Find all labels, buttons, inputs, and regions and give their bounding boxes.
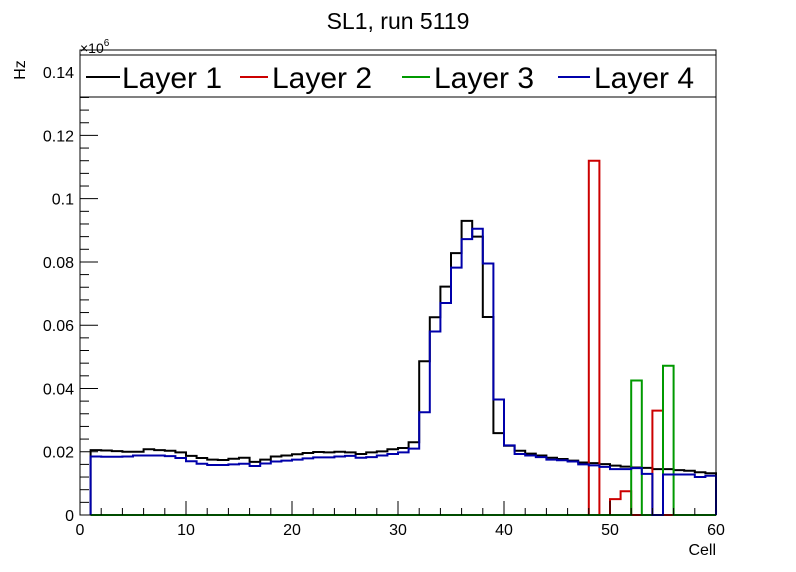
exponent-power: 6 [104,38,110,49]
y-axis-label: Hz [12,60,29,80]
x-tick-label: 30 [389,522,407,539]
x-tick-label: 0 [76,522,85,539]
y-tick-label: 0.06 [43,318,74,335]
y-tick-label: 0.04 [43,381,74,398]
y-axis-exponent: ×106 [80,38,110,56]
x-tick-label: 10 [177,522,195,539]
exponent-base: ×10 [80,40,104,56]
legend-label-layer-1: Layer 1 [122,62,222,95]
legend-label-layer-2: Layer 2 [272,62,372,95]
legend-label-layer-4: Layer 4 [594,62,694,95]
legend: Layer 1 Layer 2 Layer 3 Layer 4 [79,54,717,98]
y-tick-label: 0.14 [43,65,74,82]
x-tick-label: 20 [283,522,301,539]
axis-layer: 0 10 20 30 40 50 60 0 0.02 0.04 0.06 0.08 0.1 0.12 0.1… [43,58,725,539]
x-tick-label: 40 [495,522,513,539]
y-tick-label: 0.12 [43,128,74,145]
x-axis-label: Cell [688,542,716,559]
legend-entry-layer-3: Layer 3 [402,62,534,95]
series-layer-1-line [89,219,717,515]
y-tick-label: 0 [65,508,74,525]
series-layer-4-line [89,227,717,516]
x-tick-label: 60 [707,522,725,539]
x-tick-label: 50 [601,522,619,539]
legend-box [79,54,717,98]
legend-label-layer-3: Layer 3 [434,62,534,95]
y-tick-label: 0.08 [43,255,74,272]
y-tick-label: 0.02 [43,445,74,462]
chart-title: SL1, run 5119 [327,8,470,34]
plot-frame [79,49,717,516]
y-tick-label: 0.1 [52,192,74,209]
legend-entry-layer-2: Layer 2 [240,62,372,95]
legend-entry-layer-1: Layer 1 [86,62,222,95]
legend-entry-layer-4: Layer 4 [558,62,694,95]
